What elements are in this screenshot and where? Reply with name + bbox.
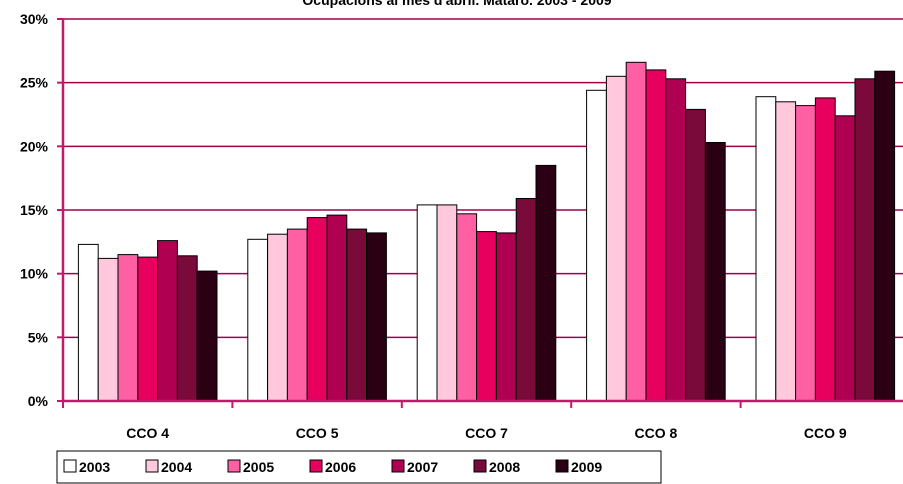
y-tick-label: 5%: [28, 329, 49, 345]
chart-title: Ocupacions al mes d'abril. Mataró. 2003 …: [302, 0, 611, 8]
bar-cco-9-2005: [795, 105, 816, 402]
legend-swatch-2003: [63, 459, 77, 473]
legend-label: 2004: [161, 459, 192, 475]
bar-cco-7-2005: [456, 213, 478, 402]
legend-label: 2003: [79, 459, 110, 475]
legend: 2003 2004 2005 2006 2007 2008 2009: [56, 450, 662, 484]
bar-cco-7-2004: [436, 204, 458, 402]
bar-cco-9-2004: [775, 101, 797, 402]
bar-cco-5-2005: [286, 228, 308, 402]
bar-cco-9-2007: [834, 115, 856, 402]
bar-cco-4-2007: [157, 240, 178, 402]
bar-cco-8-2008: [685, 108, 706, 402]
bar-cco-8-2004: [605, 75, 627, 402]
y-tick-label: 25%: [20, 75, 49, 91]
legend-label: 2007: [407, 459, 438, 475]
bar-cco-7-2007: [495, 232, 517, 402]
bar-cco-5-2009: [366, 232, 387, 402]
bar-cco-4-2003: [77, 243, 99, 402]
bar-cco-4-2006: [137, 256, 159, 402]
legend-swatch-2009: [555, 459, 569, 473]
bar-cco-5-2004: [267, 233, 288, 402]
bar-cco-8-2006: [645, 69, 667, 402]
x-tick-label: CCO 8: [635, 425, 678, 441]
x-tick-labels: CCO 4 CCO 5 CCO 7 CCO 8 CCO 9: [126, 425, 847, 441]
bar-cco-7-2006: [476, 231, 497, 402]
legend-swatch-2008: [473, 459, 487, 473]
bar-cco-9-2006: [814, 97, 836, 402]
legend-label: 2006: [325, 459, 356, 475]
y-tick-label: 15%: [20, 202, 49, 218]
bar-cco-4-2008: [176, 255, 198, 402]
bar-cco-8-2009: [704, 142, 726, 402]
x-tick-label: CCO 5: [296, 425, 339, 441]
y-tick-labels: 0% 5% 10% 15% 20% 25% 30%: [20, 11, 49, 409]
bar-cco-5-2006: [306, 217, 328, 402]
y-tick-label: 30%: [20, 11, 49, 27]
y-tick-label: 0%: [28, 393, 49, 409]
bar-cco-5-2007: [326, 214, 348, 402]
legend-swatch-2007: [391, 459, 405, 473]
bar-cco-8-2005: [625, 61, 647, 402]
y-tick-label: 20%: [20, 138, 49, 154]
bar-cco-9-2003: [755, 96, 777, 402]
bar-cco-5-2003: [247, 238, 269, 402]
bar-cco-4-2009: [196, 270, 218, 402]
legend-label: 2008: [489, 459, 520, 475]
bar-cco-4-2005: [117, 254, 139, 402]
bar-cco-9-2009: [874, 70, 896, 402]
legend-swatch-2005: [227, 459, 241, 473]
x-tick-label: CCO 7: [465, 425, 508, 441]
legend-swatch-2004: [145, 459, 159, 473]
bars: [77, 61, 896, 402]
bar-cco-8-2003: [586, 89, 607, 402]
bar-cco-7-2009: [535, 164, 557, 402]
bar-cco-8-2007: [665, 78, 687, 402]
bar-cco-7-2008: [515, 198, 537, 402]
bar-cco-4-2004: [97, 257, 119, 402]
bar-cco-5-2008: [346, 228, 368, 402]
axes: [57, 18, 903, 408]
legend-label: 2009: [571, 459, 602, 475]
legend-swatch-2006: [309, 459, 323, 473]
legend-label: 2005: [243, 459, 274, 475]
bar-cco-7-2003: [416, 204, 438, 402]
x-tick-label: CCO 4: [126, 425, 169, 441]
x-tick-label: CCO 9: [804, 425, 847, 441]
bar-cco-9-2008: [854, 78, 876, 402]
y-tick-label: 10%: [20, 266, 49, 282]
